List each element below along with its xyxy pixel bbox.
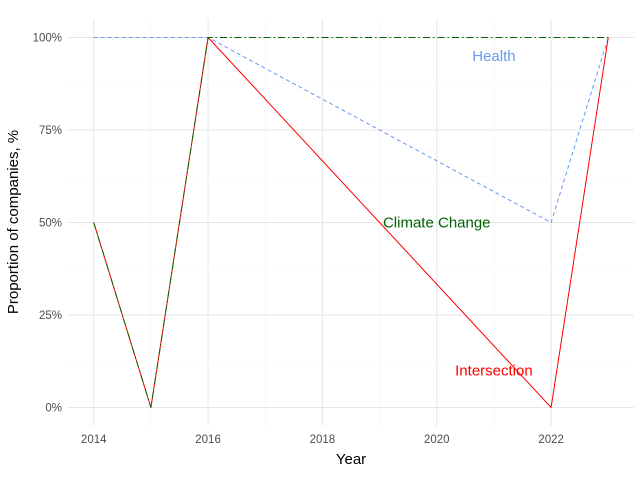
- y-tick-label: 0%: [45, 403, 62, 415]
- minor-gridlines: [68, 19, 634, 426]
- y-tick-label: 25%: [39, 310, 62, 322]
- annotation-climate-change: Climate Change: [383, 215, 491, 232]
- x-tick-label: 2022: [538, 434, 564, 446]
- x-axis-tick-labels: 2014 2016 2018 2020 2022: [81, 434, 564, 446]
- annotation-health: Health: [472, 48, 515, 65]
- y-axis-title: Proportion of companies, %: [5, 130, 22, 314]
- x-tick-label: 2016: [195, 434, 221, 446]
- y-tick-label: 50%: [39, 218, 62, 230]
- series-line-climate-change: [93, 37, 609, 408]
- series-lines: [93, 37, 609, 408]
- major-gridlines: [68, 19, 634, 426]
- x-tick-label: 2020: [424, 434, 450, 446]
- y-tick-label: 100%: [33, 33, 62, 45]
- series-annotations: Health Climate Change Intersection: [383, 48, 533, 380]
- x-axis-title: Year: [336, 451, 366, 468]
- y-tick-label: 75%: [39, 125, 62, 137]
- x-tick-label: 2018: [310, 434, 336, 446]
- annotation-intersection: Intersection: [455, 363, 533, 380]
- y-axis-tick-labels: 0% 25% 50% 75% 100%: [33, 33, 62, 415]
- x-tick-label: 2014: [81, 434, 107, 446]
